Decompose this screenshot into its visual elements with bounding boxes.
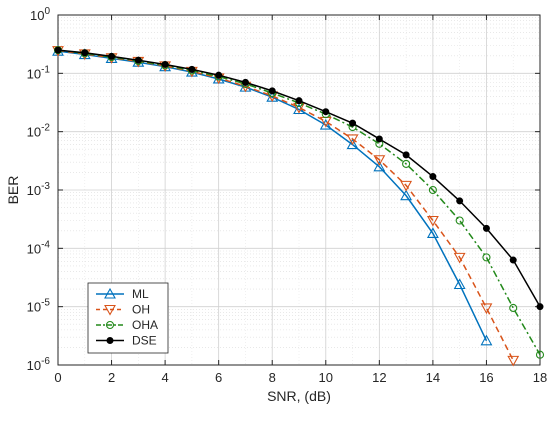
y-tick-exponent: 0 xyxy=(44,6,50,17)
y-tick-label: 10-1 xyxy=(27,64,51,81)
data-point-marker xyxy=(375,135,383,143)
series-line xyxy=(57,49,514,361)
y-tick-base: 10 xyxy=(27,300,41,315)
y-tick-exponent: -4 xyxy=(41,239,50,250)
x-tick-label: 10 xyxy=(319,370,333,385)
y-tick-base: 10 xyxy=(27,66,41,81)
y-tick-exponent: -2 xyxy=(41,123,50,134)
data-point-marker xyxy=(319,118,332,130)
data-point-marker xyxy=(453,252,466,264)
data-point-marker xyxy=(346,138,359,150)
y-tick-exponent: -1 xyxy=(41,64,50,75)
x-tick-label: 2 xyxy=(108,370,115,385)
legend-item-ml: ML xyxy=(96,287,149,301)
data-point-marker xyxy=(482,224,490,232)
data-point-marker xyxy=(480,303,493,315)
y-tick-exponent: -3 xyxy=(41,181,50,192)
data-point-marker xyxy=(480,334,493,346)
data-point-marker xyxy=(81,49,89,57)
data-point-marker xyxy=(105,320,115,330)
data-point-marker xyxy=(295,97,303,105)
data-point-marker xyxy=(482,253,491,262)
data-point-marker xyxy=(429,173,437,181)
legend-label: OHA xyxy=(132,318,158,332)
data-point-marker xyxy=(373,160,386,172)
data-point-marker xyxy=(535,350,545,359)
x-tick-label: 18 xyxy=(533,370,547,385)
legend-item-oh: OH xyxy=(96,303,150,317)
data-point-marker xyxy=(346,134,359,146)
legend-label: OH xyxy=(132,303,150,317)
y-tick-label: 10-5 xyxy=(27,298,51,315)
y-tick-exponent: -5 xyxy=(41,298,50,309)
legend-item-oha: OHA xyxy=(96,318,158,332)
grid xyxy=(57,14,541,366)
axes: 0 2 4 6 8 10 12 14 16 1810010-110-210-310-410-510… xyxy=(27,6,548,385)
data-point-marker xyxy=(536,303,544,311)
data-point-marker xyxy=(426,227,439,238)
x-tick-label: 16 xyxy=(479,370,493,385)
series-layer xyxy=(52,45,545,367)
data-point-marker xyxy=(54,46,62,54)
data-point-marker xyxy=(509,256,517,264)
series-line xyxy=(57,50,488,342)
data-point-marker xyxy=(400,180,413,192)
data-point-marker xyxy=(108,52,116,60)
data-point-marker xyxy=(426,215,439,227)
data-point-marker xyxy=(428,185,437,195)
data-point-marker xyxy=(373,155,386,166)
data-point-marker xyxy=(161,60,169,68)
x-axis-label: SNR, (dB) xyxy=(267,388,331,404)
data-point-marker xyxy=(241,78,249,86)
series-dse xyxy=(54,46,544,311)
data-point-marker xyxy=(507,355,520,367)
y-tick-base: 10 xyxy=(27,241,41,256)
data-point-marker xyxy=(215,71,223,79)
y-tick-base: 10 xyxy=(27,358,41,373)
data-point-marker xyxy=(268,87,276,95)
y-axis-label: BER xyxy=(5,176,21,205)
y-tick-label: 10-3 xyxy=(27,181,51,198)
legend-label: ML xyxy=(132,287,149,301)
data-point-marker xyxy=(106,337,114,344)
y-tick-base: 10 xyxy=(30,8,44,23)
x-tick-label: 4 xyxy=(161,370,168,385)
legend-label: DSE xyxy=(132,334,157,348)
data-point-marker xyxy=(104,304,116,316)
legend-item-dse: DSE xyxy=(96,334,157,348)
data-point-marker xyxy=(400,189,413,201)
x-tick-label: 14 xyxy=(426,370,440,385)
data-point-marker xyxy=(402,151,410,159)
y-tick-label: 10-6 xyxy=(27,356,51,373)
data-point-marker xyxy=(322,108,330,116)
x-tick-label: 0 xyxy=(54,370,61,385)
y-tick-exponent: -6 xyxy=(41,356,50,367)
data-point-marker xyxy=(402,159,411,168)
data-point-marker xyxy=(456,197,464,205)
data-point-marker xyxy=(453,278,466,290)
data-point-marker xyxy=(134,56,142,64)
data-point-marker xyxy=(509,303,518,313)
data-point-marker xyxy=(455,216,464,225)
y-tick-label: 10-2 xyxy=(27,123,51,140)
y-tick-base: 10 xyxy=(27,183,41,198)
data-point-marker xyxy=(349,119,357,127)
x-tick-label: 12 xyxy=(372,370,386,385)
y-tick-label: 10-4 xyxy=(27,239,51,256)
data-point-marker xyxy=(104,287,116,299)
y-tick-base: 10 xyxy=(27,125,41,140)
data-point-marker xyxy=(188,65,196,73)
y-tick-label: 100 xyxy=(30,6,50,23)
x-tick-label: 6 xyxy=(215,370,222,385)
x-tick-label: 8 xyxy=(269,370,276,385)
